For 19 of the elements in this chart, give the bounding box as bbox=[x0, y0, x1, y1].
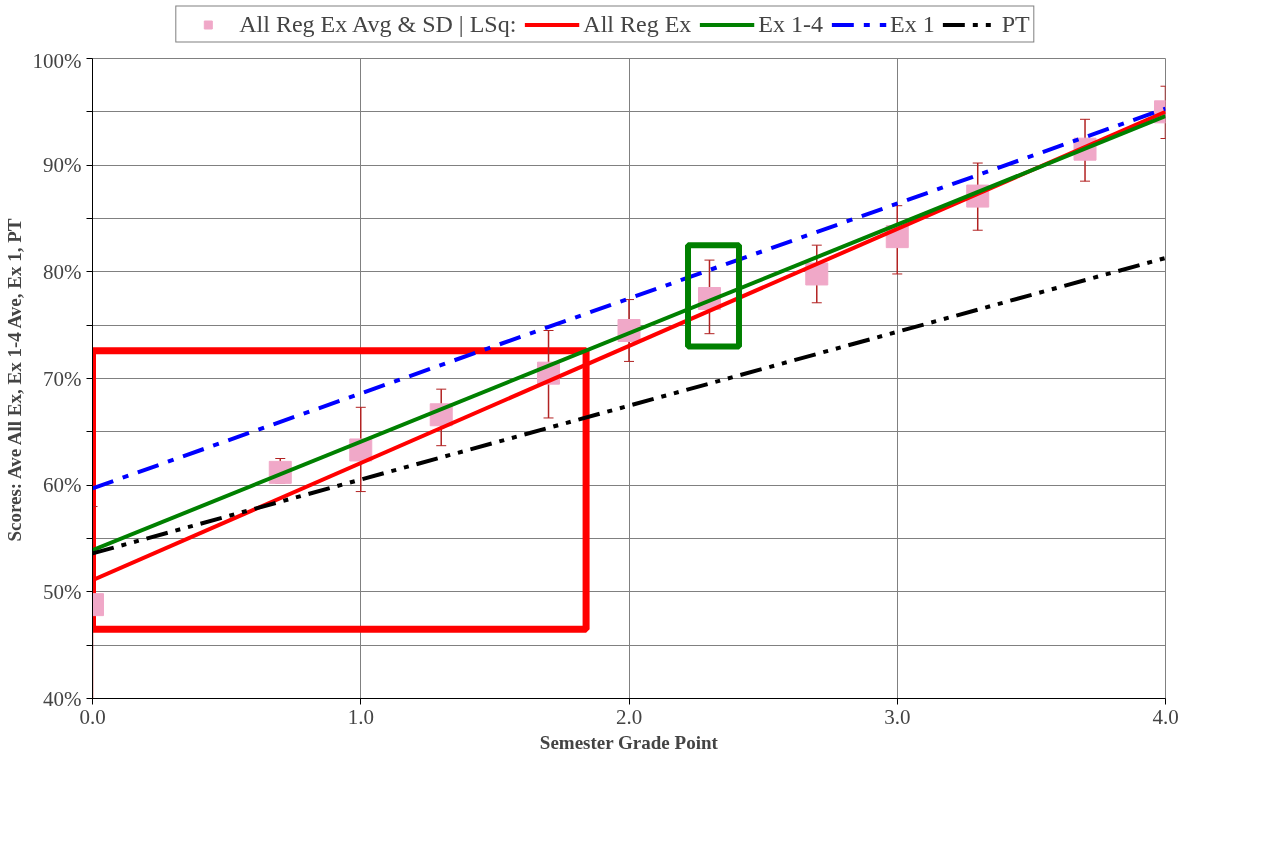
legend-label: PT bbox=[1001, 10, 1030, 38]
x-axis-title: Semester Grade Point bbox=[539, 731, 719, 753]
y-tick-label: 100% bbox=[32, 48, 82, 73]
y-tick-label: 50% bbox=[43, 579, 82, 604]
y-tick-label: 60% bbox=[43, 473, 82, 498]
x-tick-label: 0.0 bbox=[79, 704, 106, 729]
y-tick-label: 80% bbox=[43, 259, 82, 284]
x-tick-label: 2.0 bbox=[615, 704, 643, 729]
x-tick-label: 4.0 bbox=[1152, 704, 1179, 729]
y-tick-label: 40% bbox=[43, 686, 82, 711]
x-tick-label: 1.0 bbox=[347, 704, 374, 729]
legend-label: All Reg Ex Avg & SD | LSq: bbox=[239, 10, 517, 38]
legend-label: Ex 1 bbox=[889, 10, 935, 38]
y-tick-label: 90% bbox=[43, 153, 82, 178]
x-tick-label: 3.0 bbox=[884, 704, 911, 729]
y-axis-title: Scores: Ave All Ex, Ex 1-4 Ave, Ex 1, PT bbox=[3, 218, 25, 542]
legend-label: All Reg Ex bbox=[583, 10, 692, 38]
y-tick-label: 70% bbox=[43, 366, 82, 391]
legend-label: Ex 1-4 bbox=[758, 10, 823, 38]
